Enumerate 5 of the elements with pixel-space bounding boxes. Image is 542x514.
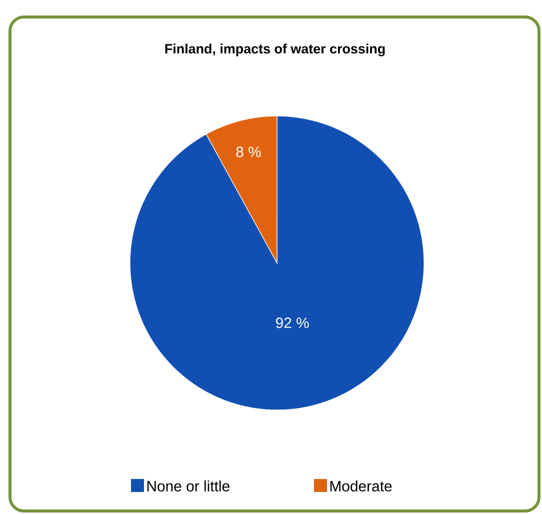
data-label: 8 % [236, 146, 261, 158]
chart-title: Finland, impacts of water crossing [165, 44, 385, 56]
data-label: 92 % [276, 317, 309, 328]
legend-label: None or little [147, 480, 230, 492]
legend-label: Moderate [330, 480, 392, 492]
